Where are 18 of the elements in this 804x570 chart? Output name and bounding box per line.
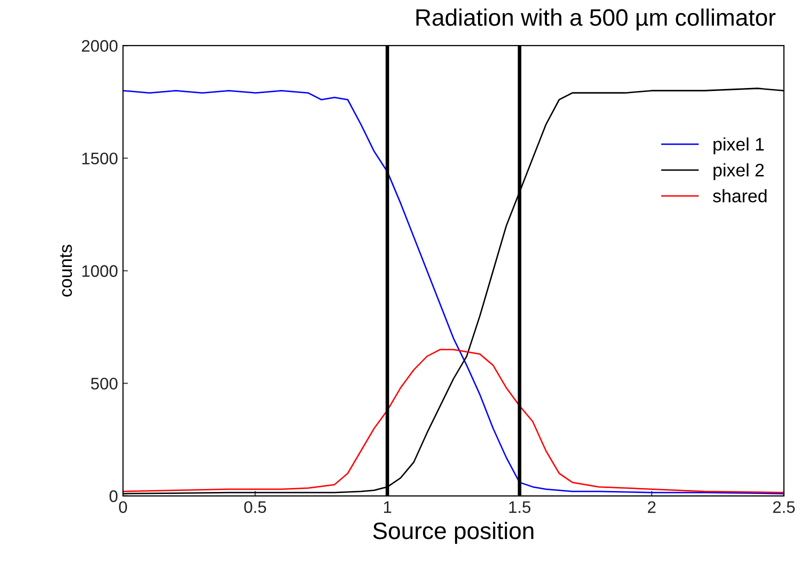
- x-tick-label: 2.5: [773, 501, 795, 514]
- x-axis-title: Source position: [373, 522, 534, 544]
- x-tick-label: 1.5: [509, 501, 530, 514]
- y-tick-label: 2000: [82, 40, 118, 52]
- y-axis-title: counts: [60, 244, 72, 297]
- legend-label: pixel 2: [714, 163, 764, 180]
- line-series: [123, 348, 784, 494]
- legend-label: shared: [712, 189, 766, 202]
- y-tick-label: 1500: [82, 152, 118, 164]
- y-tick-label: 500: [91, 378, 118, 390]
- x-tick-label: 0.5: [244, 501, 266, 514]
- x-tick-label: 1: [384, 501, 392, 513]
- chart-title: Radiation with a 500 µm collimator: [416, 8, 776, 31]
- y-tick-label: 0: [110, 490, 118, 502]
- x-tick-label: 2: [648, 501, 656, 513]
- x-tick-label: 0: [119, 501, 127, 514]
- legend-label: pixel 1: [714, 137, 764, 154]
- y-tick-label: 1000: [82, 265, 118, 277]
